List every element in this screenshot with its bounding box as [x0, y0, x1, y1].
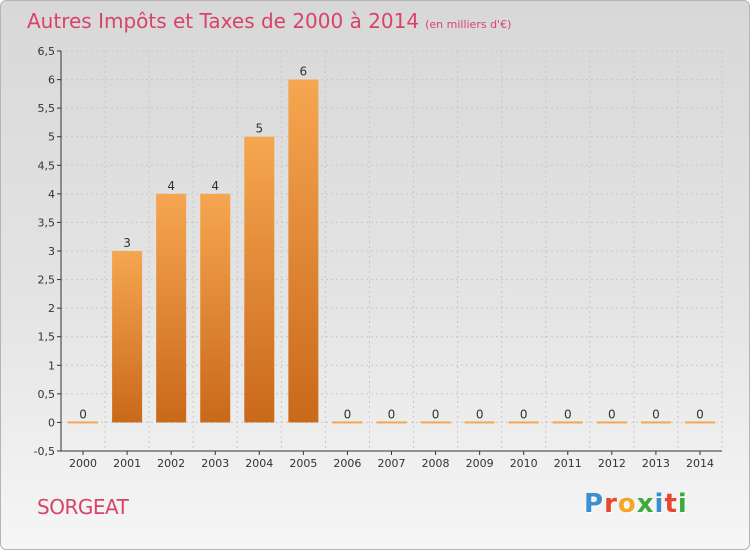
y-tick-label: 5,5 [38, 102, 56, 115]
bar [68, 421, 99, 424]
y-tick-label: 5 [48, 131, 55, 144]
data-label: 0 [652, 407, 660, 421]
x-tick-label: 2007 [378, 457, 406, 470]
x-tick-label: 2003 [201, 457, 229, 470]
bar [288, 79, 319, 423]
y-tick-label: 0,5 [38, 388, 56, 401]
logo-letter: x [636, 489, 655, 519]
bar [200, 193, 231, 423]
x-tick-label: 2005 [289, 457, 317, 470]
logo-letter: o [617, 489, 637, 519]
bar [684, 421, 715, 424]
x-tick-label: 2008 [422, 457, 450, 470]
data-label: 0 [344, 407, 352, 421]
bar [156, 193, 187, 423]
data-label: 5 [255, 122, 263, 136]
y-tick-label: 2,5 [38, 274, 56, 287]
data-label: 0 [476, 407, 484, 421]
bar [640, 421, 671, 424]
logo-letter: P [584, 489, 605, 519]
bar [508, 421, 539, 424]
logo-letter: r [604, 489, 618, 519]
labels: -0,5 0 0,5 1 1,5 2 2,5 3 3,5 4 4,5 5 5,5 6 6,5 0 2000 3 20… [34, 45, 714, 470]
data-label: 0 [388, 407, 396, 421]
x-tick-label: 2009 [466, 457, 494, 470]
data-label: 0 [696, 407, 704, 421]
data-label: 0 [564, 407, 572, 421]
x-tick-label: 2013 [642, 457, 670, 470]
data-label: 0 [520, 407, 528, 421]
x-tick-label: 2010 [510, 457, 538, 470]
x-tick-label: 2012 [598, 457, 626, 470]
y-tick-label: 1 [48, 359, 55, 372]
chart-title-text: Autres Impôts et Taxes de 2000 à 2014 [27, 9, 420, 33]
logo-letter: i [654, 489, 665, 519]
data-label: 0 [608, 407, 616, 421]
logo-text: Proxiti [584, 489, 688, 519]
y-tick-label: 2 [48, 302, 55, 315]
place-name: SORGEAT [37, 495, 129, 519]
bar [420, 421, 451, 424]
y-tick-label: 4,5 [38, 159, 56, 172]
y-tick-label: 6,5 [38, 45, 56, 58]
x-tick-label: 2014 [686, 457, 714, 470]
bar [112, 251, 143, 423]
chart-title: Autres Impôts et Taxes de 2000 à 2014 (en… [27, 9, 511, 33]
x-tick-label: 2011 [554, 457, 582, 470]
bar [464, 421, 495, 424]
bar [596, 421, 627, 424]
y-tick-label: 6 [48, 74, 55, 87]
bar [376, 421, 407, 424]
data-label: 4 [211, 179, 219, 193]
y-tick-label: 1,5 [38, 331, 56, 344]
data-label: 0 [79, 407, 87, 421]
y-tick-label: 4 [48, 188, 55, 201]
chart-subtitle: (en milliers d'€) [425, 18, 512, 31]
y-tick-label: -0,5 [34, 445, 55, 458]
axes [57, 50, 722, 455]
x-tick-label: 2002 [157, 457, 185, 470]
bar [552, 421, 583, 424]
x-tick-label: 2006 [333, 457, 361, 470]
y-tick-label: 3,5 [38, 216, 56, 229]
bars [68, 79, 715, 424]
data-label: 4 [167, 179, 175, 193]
x-tick-label: 2001 [113, 457, 141, 470]
proxiti-logo[interactable]: Proxiti [584, 489, 688, 519]
data-label: 0 [432, 407, 440, 421]
y-tick-label: 3 [48, 245, 55, 258]
logo-letter: t [664, 489, 678, 519]
x-tick-label: 2004 [245, 457, 273, 470]
data-label: 3 [123, 236, 131, 250]
y-tick-label: 0 [48, 416, 55, 429]
logo-letter: i [677, 489, 688, 519]
x-tick-label: 2000 [69, 457, 97, 470]
bar [244, 136, 275, 423]
data-label: 6 [300, 65, 308, 79]
bar [332, 421, 363, 424]
